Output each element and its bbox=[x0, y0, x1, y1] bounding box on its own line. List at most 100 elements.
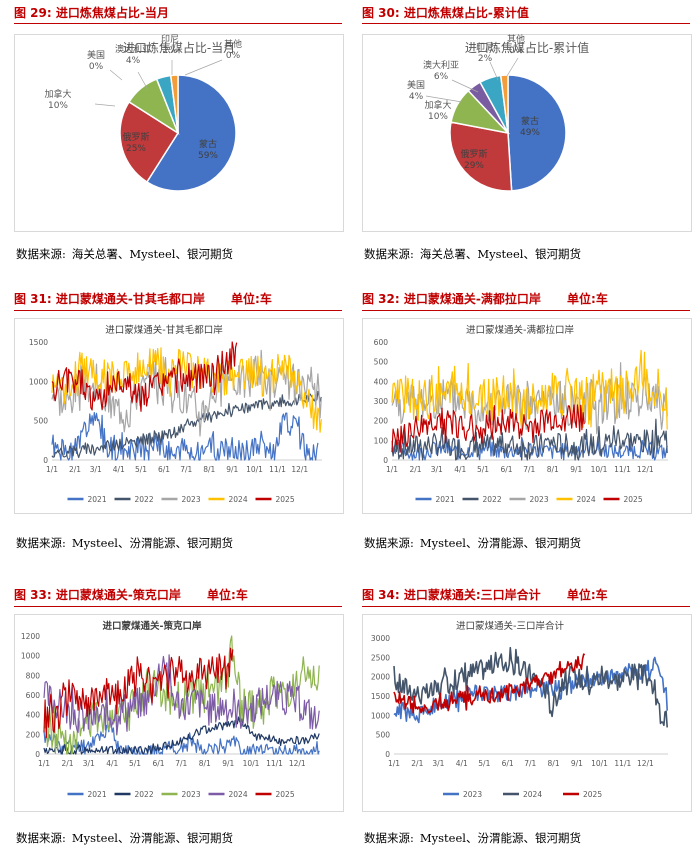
y-tick-label: 600 bbox=[26, 691, 41, 700]
x-tick-label: 8/1 bbox=[548, 759, 560, 768]
chart-title: 进口蒙煤通关-满都拉口岸 bbox=[466, 324, 574, 336]
legend-label-2022: 2022 bbox=[483, 495, 502, 504]
pie-label-name: 蒙古 bbox=[521, 115, 539, 127]
x-tick-label: 11/1 bbox=[266, 759, 283, 768]
y-tick-label: 3000 bbox=[371, 634, 390, 643]
pie-label-value: 0% bbox=[226, 51, 241, 61]
pie-leader-line bbox=[506, 57, 519, 77]
line-chart-p31: 进口蒙煤通关-甘其毛都口岸 0 500 1000 1500 1/1 2/1 3/1 4/1 5/1… bbox=[14, 318, 344, 514]
pie-label-value: 2% bbox=[163, 46, 178, 56]
pie-label-name: 澳大利亚 bbox=[115, 43, 151, 55]
series-line-2021 bbox=[391, 436, 668, 461]
x-tick-label: 4/1 bbox=[454, 465, 466, 474]
y-tick-label: 1000 bbox=[29, 377, 48, 386]
x-tick-label: 11/1 bbox=[614, 759, 631, 768]
y-tick-label: 1500 bbox=[29, 338, 48, 347]
source-note-31: 数据来源: Mysteel、汾渭能源、银河期货 bbox=[16, 536, 233, 550]
x-tick-label: 3/1 bbox=[431, 465, 443, 474]
pie-chart-p29: 进口炼焦煤占比-当月蒙古59%俄罗斯25%加拿大10%美国0%澳大利亚4%印尼2… bbox=[14, 34, 344, 232]
legend-label-2024: 2024 bbox=[229, 790, 248, 799]
y-tick-label: 0 bbox=[43, 456, 48, 465]
y-tick-label: 2000 bbox=[371, 673, 390, 682]
x-tick-label: 8/1 bbox=[203, 465, 215, 474]
x-tick-label: 9/1 bbox=[570, 465, 582, 474]
figure-title-34: 图 34: 进口蒙煤通关:三口岸合计 单位:车 bbox=[362, 586, 608, 604]
pie-label-name: 加拿大 bbox=[424, 99, 451, 111]
pie-label-value: 6% bbox=[434, 72, 449, 82]
x-tick-label: 3/1 bbox=[432, 759, 444, 768]
pie-slice-6 bbox=[169, 74, 179, 134]
figure-title-31: 图 31: 进口蒙煤通关-甘其毛都口岸 单位:车 bbox=[14, 290, 272, 308]
legend-label-2022: 2022 bbox=[135, 495, 154, 504]
pie-label-name: 印尼 bbox=[476, 41, 494, 53]
pie-label-value: 4% bbox=[409, 92, 424, 102]
figure-unit: 单位:车 bbox=[566, 588, 608, 602]
figure-unit: 单位:车 bbox=[567, 292, 608, 306]
x-tick-label: 5/1 bbox=[477, 465, 489, 474]
title-rule bbox=[14, 23, 342, 24]
pie-label-name: 印尼 bbox=[161, 34, 179, 45]
series-line-2022 bbox=[391, 418, 668, 461]
x-tick-label: 11/1 bbox=[614, 465, 631, 474]
title-rule bbox=[362, 23, 690, 24]
pie-leader-line bbox=[425, 95, 463, 103]
y-tick-label: 0 bbox=[35, 750, 40, 759]
pie-leader-line bbox=[184, 59, 223, 76]
pie-label-value: 10% bbox=[48, 101, 68, 111]
x-tick-label: 9/1 bbox=[222, 759, 234, 768]
legend-label-2024: 2024 bbox=[523, 790, 542, 799]
x-tick-label: 2/1 bbox=[61, 759, 73, 768]
legend-label-2023: 2023 bbox=[182, 495, 201, 504]
figure-unit: 单位:车 bbox=[207, 588, 248, 602]
chart-title: 进口蒙煤通关-三口岸合计 bbox=[456, 620, 564, 632]
x-tick-label: 1/1 bbox=[46, 465, 58, 474]
legend-label-2021: 2021 bbox=[436, 495, 455, 504]
pie-label-name: 其他 bbox=[224, 38, 242, 50]
pie-label-value: 10% bbox=[428, 112, 448, 122]
legend-label-2021: 2021 bbox=[88, 495, 107, 504]
pie-slice-1 bbox=[507, 74, 567, 192]
figure-name: 进口蒙煤通关-策克口岸 bbox=[55, 588, 181, 602]
pie-label-value: 49% bbox=[520, 128, 540, 138]
pie-label-value: 29% bbox=[464, 161, 484, 171]
series-line-2025 bbox=[393, 653, 586, 714]
x-tick-label: 9/1 bbox=[226, 465, 238, 474]
x-tick-label: 12/1 bbox=[637, 465, 654, 474]
pie-label-name: 其他 bbox=[507, 34, 525, 45]
title-rule bbox=[362, 606, 690, 607]
series-line-2022 bbox=[51, 390, 322, 459]
series-line-2024 bbox=[51, 347, 322, 433]
x-tick-label: 2/1 bbox=[411, 759, 423, 768]
x-tick-label: 12/1 bbox=[637, 759, 654, 768]
x-tick-label: 1/1 bbox=[386, 465, 398, 474]
y-tick-label: 600 bbox=[374, 338, 389, 347]
legend-label-2021: 2021 bbox=[88, 790, 107, 799]
title-rule bbox=[14, 310, 342, 311]
legend-label-2023: 2023 bbox=[463, 790, 482, 799]
x-tick-label: 4/1 bbox=[113, 465, 125, 474]
y-tick-label: 400 bbox=[26, 711, 41, 720]
x-tick-label: 10/1 bbox=[591, 759, 608, 768]
series-line-2022 bbox=[43, 716, 320, 755]
series-line-2025 bbox=[391, 404, 585, 453]
x-tick-label: 4/1 bbox=[456, 759, 468, 768]
pie-label-value: 0% bbox=[89, 62, 104, 72]
pie-label-value: 4% bbox=[126, 56, 141, 66]
y-tick-label: 400 bbox=[374, 377, 389, 386]
x-tick-label: 3/1 bbox=[83, 759, 95, 768]
legend-label-2024: 2024 bbox=[229, 495, 248, 504]
x-tick-label: 8/1 bbox=[199, 759, 211, 768]
y-tick-label: 1200 bbox=[21, 632, 40, 641]
series-line-2021 bbox=[51, 412, 319, 461]
pie-label-name: 美国 bbox=[87, 49, 105, 61]
series-line-2025 bbox=[51, 341, 238, 412]
y-tick-label: 1000 bbox=[371, 711, 390, 720]
pie-leader-line bbox=[137, 71, 149, 91]
x-tick-label: 7/1 bbox=[524, 759, 536, 768]
figure-label: 图 30: bbox=[362, 6, 400, 20]
chart-title: 进口蒙煤通关-甘其毛都口岸 bbox=[105, 324, 223, 336]
pie-label-name: 蒙古 bbox=[199, 138, 217, 150]
pie-leader-line bbox=[451, 79, 479, 93]
x-tick-label: 5/1 bbox=[478, 759, 490, 768]
x-tick-label: 12/1 bbox=[289, 759, 306, 768]
